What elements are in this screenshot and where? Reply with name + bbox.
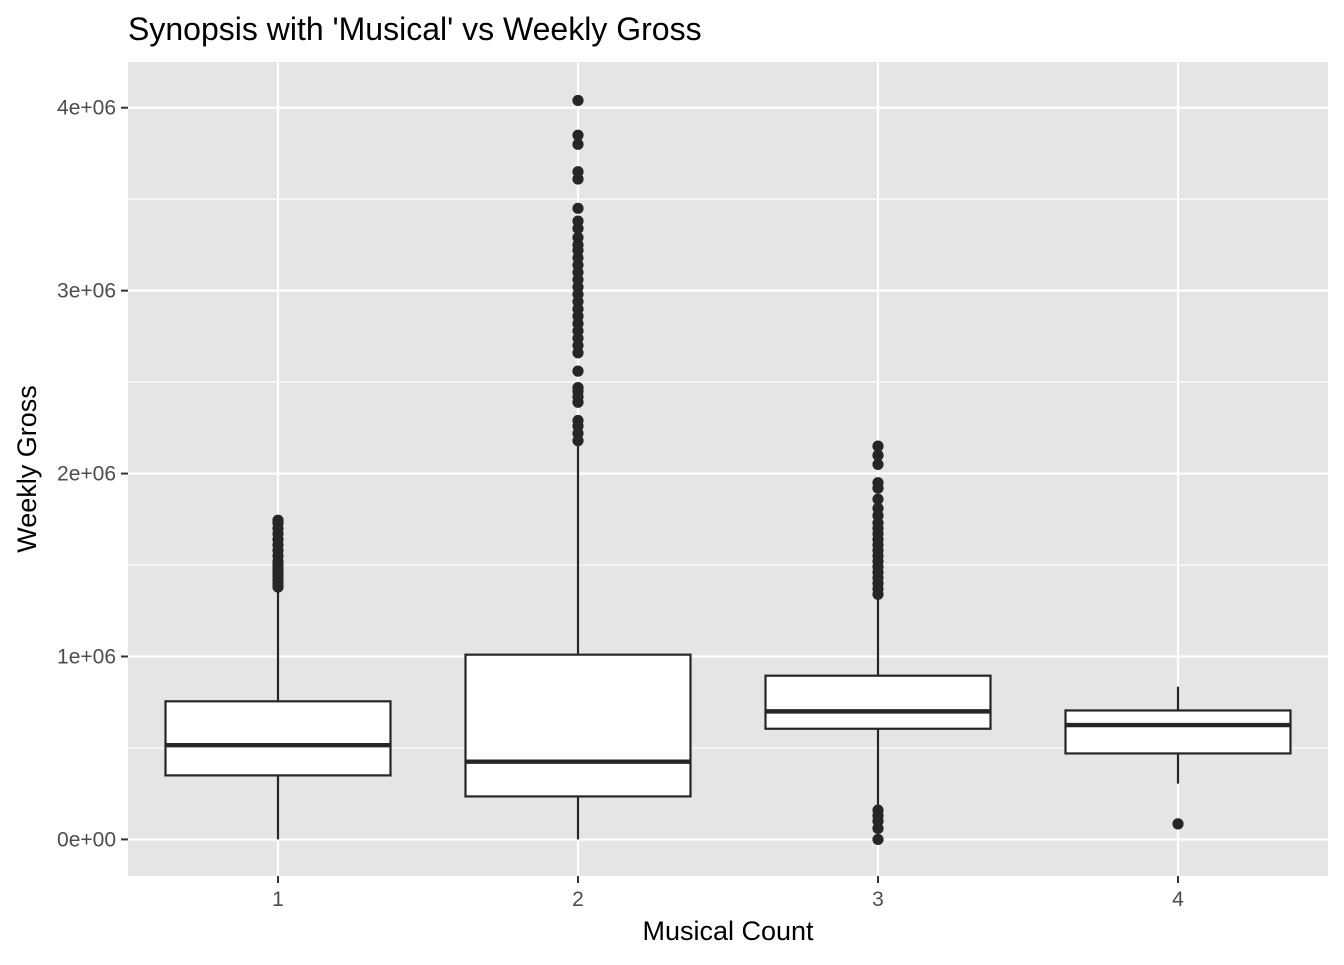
outlier-point [872, 440, 884, 452]
outlier-point [872, 493, 884, 505]
outlier-point [872, 833, 884, 846]
y-axis-ticks: 0e+00 1e+06 2e+06 3e+06 4e+06 [57, 97, 128, 851]
x-tick-label: 3 [872, 888, 884, 911]
x-axis-title: Musical Count [642, 916, 814, 946]
outlier-point [572, 94, 584, 107]
chart-title: Synopsis with 'Musical' vs Weekly Gross [128, 11, 702, 47]
y-tick-label: 1e+06 [57, 645, 116, 668]
y-tick-label: 4e+06 [57, 97, 116, 120]
outlier-point [572, 166, 584, 178]
box-layer [164, 442, 1292, 840]
outlier-point [872, 804, 884, 816]
outlier-point [572, 215, 584, 227]
outlier-layer [272, 94, 1184, 846]
outlier-point [572, 129, 584, 141]
x-tick-label: 1 [272, 888, 284, 911]
outlier-point [872, 458, 884, 471]
x-axis-ticks: 1 2 3 4 [272, 876, 1184, 911]
outlier-point [572, 382, 584, 394]
y-tick-label: 0e+00 [57, 828, 116, 851]
outlier-point [872, 502, 884, 514]
box-4 [1064, 686, 1292, 784]
outlier-point [872, 477, 884, 489]
x-tick-label: 2 [572, 888, 584, 911]
outlier-point [572, 138, 584, 150]
box-2 [464, 442, 692, 840]
outlier-point [572, 365, 584, 377]
outlier-point [1172, 818, 1184, 830]
outlier-point [872, 449, 884, 461]
y-axis-title: Weekly Gross [12, 385, 42, 553]
iqr-box [764, 674, 992, 730]
outlier-point [572, 232, 584, 244]
x-tick-label: 4 [1172, 888, 1184, 911]
box-3 [764, 596, 992, 805]
iqr-box [464, 653, 692, 798]
y-tick-label: 3e+06 [57, 280, 116, 303]
outlier-point [272, 514, 284, 526]
outlier-point [572, 414, 584, 427]
y-tick-label: 2e+06 [57, 463, 116, 486]
iqr-box [1064, 709, 1292, 755]
outlier-point [572, 202, 584, 214]
box-1 [164, 588, 392, 840]
iqr-box [164, 700, 392, 777]
